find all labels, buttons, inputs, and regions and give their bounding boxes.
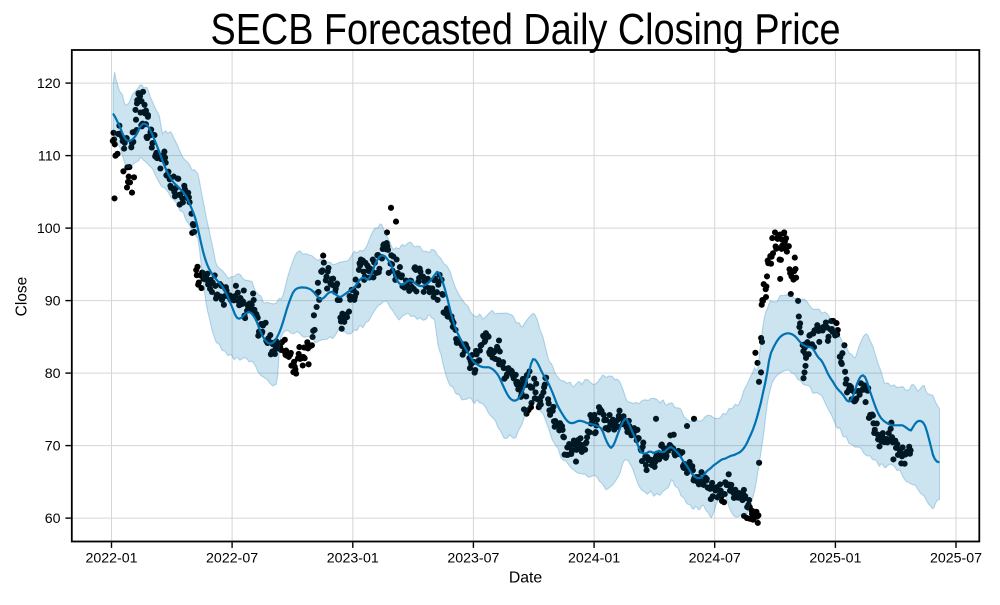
svg-text:2023-07: 2023-07	[447, 551, 499, 567]
svg-text:100: 100	[37, 221, 61, 237]
svg-text:2024-07: 2024-07	[689, 551, 741, 567]
svg-text:2025-01: 2025-01	[809, 551, 861, 567]
svg-text:SECB Forecasted Daily Closing: SECB Forecasted Daily Closing Price	[211, 5, 841, 54]
svg-text:110: 110	[38, 149, 61, 165]
svg-text:70: 70	[45, 439, 61, 455]
svg-text:2024-01: 2024-01	[568, 551, 620, 567]
svg-text:2022-01: 2022-01	[85, 551, 137, 567]
svg-text:80: 80	[45, 366, 61, 382]
svg-text:2023-01: 2023-01	[327, 551, 379, 567]
svg-text:Date: Date	[509, 570, 543, 587]
svg-text:90: 90	[45, 294, 61, 310]
svg-text:60: 60	[45, 511, 61, 527]
svg-text:2022-07: 2022-07	[206, 551, 258, 567]
svg-text:2025-07: 2025-07	[930, 551, 982, 567]
svg-text:Close: Close	[14, 277, 31, 317]
svg-text:120: 120	[37, 76, 61, 92]
